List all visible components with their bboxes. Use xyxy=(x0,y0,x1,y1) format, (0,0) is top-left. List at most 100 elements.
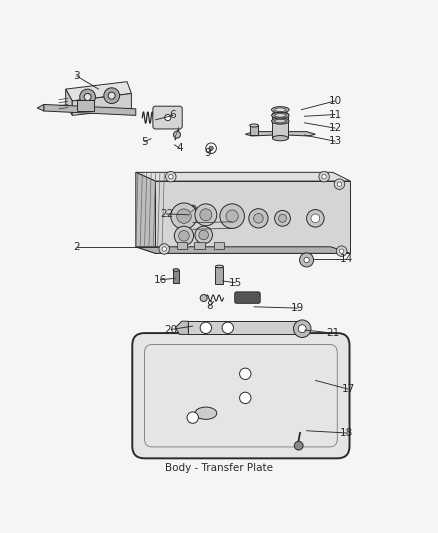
Circle shape xyxy=(249,209,268,228)
Circle shape xyxy=(220,204,244,229)
Circle shape xyxy=(300,253,314,267)
Circle shape xyxy=(173,131,180,138)
Ellipse shape xyxy=(272,107,289,113)
Circle shape xyxy=(171,203,197,229)
Ellipse shape xyxy=(275,108,286,111)
Circle shape xyxy=(199,230,208,240)
Text: 17: 17 xyxy=(342,384,355,394)
Text: 13: 13 xyxy=(328,136,342,146)
Text: 15: 15 xyxy=(229,278,242,288)
Circle shape xyxy=(174,226,194,246)
Ellipse shape xyxy=(250,124,258,127)
Circle shape xyxy=(226,210,238,222)
Circle shape xyxy=(307,209,324,227)
Ellipse shape xyxy=(173,269,179,271)
Text: 18: 18 xyxy=(339,428,353,438)
Circle shape xyxy=(80,89,95,105)
Circle shape xyxy=(339,249,344,253)
Ellipse shape xyxy=(275,119,286,123)
Circle shape xyxy=(159,244,170,254)
Circle shape xyxy=(304,257,309,263)
Text: 21: 21 xyxy=(326,328,339,338)
Polygon shape xyxy=(136,172,155,253)
Circle shape xyxy=(177,209,191,223)
Polygon shape xyxy=(66,89,72,115)
Circle shape xyxy=(209,146,213,150)
Circle shape xyxy=(322,174,326,179)
Bar xyxy=(272,114,288,138)
Ellipse shape xyxy=(272,111,288,117)
Circle shape xyxy=(200,209,212,221)
Bar xyxy=(250,125,258,135)
Text: Body - Transfer Plate: Body - Transfer Plate xyxy=(165,463,273,473)
Text: 5: 5 xyxy=(141,136,148,147)
Text: 3: 3 xyxy=(73,71,80,81)
Polygon shape xyxy=(155,181,350,253)
Circle shape xyxy=(336,246,347,256)
FancyBboxPatch shape xyxy=(235,292,260,303)
Circle shape xyxy=(240,368,251,379)
Circle shape xyxy=(169,174,173,179)
Circle shape xyxy=(200,322,212,334)
Circle shape xyxy=(165,115,171,120)
Text: 19: 19 xyxy=(291,303,304,313)
Ellipse shape xyxy=(215,265,223,268)
Circle shape xyxy=(337,182,342,187)
Polygon shape xyxy=(44,104,136,115)
Ellipse shape xyxy=(272,118,289,124)
Text: 11: 11 xyxy=(328,109,342,119)
Polygon shape xyxy=(175,321,188,334)
Circle shape xyxy=(311,214,320,223)
Text: 20: 20 xyxy=(164,325,177,335)
Bar xyxy=(215,266,223,284)
Bar xyxy=(177,242,187,249)
Circle shape xyxy=(254,214,263,223)
Circle shape xyxy=(179,231,189,241)
Text: 6: 6 xyxy=(170,110,177,120)
Circle shape xyxy=(293,320,311,337)
Polygon shape xyxy=(188,321,307,334)
Circle shape xyxy=(206,143,216,154)
FancyBboxPatch shape xyxy=(153,106,182,129)
Text: 12: 12 xyxy=(328,123,342,133)
Circle shape xyxy=(195,204,217,226)
Circle shape xyxy=(84,93,91,101)
Circle shape xyxy=(189,205,196,212)
Text: 2: 2 xyxy=(73,242,80,252)
Polygon shape xyxy=(136,247,350,253)
Text: 14: 14 xyxy=(339,254,353,264)
Polygon shape xyxy=(72,93,131,115)
Ellipse shape xyxy=(272,112,289,118)
Circle shape xyxy=(222,322,233,334)
Text: 10: 10 xyxy=(328,96,342,106)
Circle shape xyxy=(195,226,212,244)
Circle shape xyxy=(279,214,286,222)
Circle shape xyxy=(319,172,329,182)
Ellipse shape xyxy=(275,114,286,117)
Circle shape xyxy=(108,92,115,99)
Text: 9: 9 xyxy=(205,148,212,158)
Circle shape xyxy=(200,295,207,302)
Text: 4: 4 xyxy=(176,143,183,154)
Ellipse shape xyxy=(272,135,288,141)
FancyBboxPatch shape xyxy=(132,333,350,458)
Circle shape xyxy=(187,412,198,423)
Circle shape xyxy=(298,325,306,333)
Polygon shape xyxy=(66,82,131,101)
Bar xyxy=(214,242,224,249)
Polygon shape xyxy=(245,132,272,136)
Bar xyxy=(77,100,94,111)
Circle shape xyxy=(294,441,303,450)
Polygon shape xyxy=(136,172,350,181)
Circle shape xyxy=(166,172,176,182)
Circle shape xyxy=(334,179,345,189)
Text: 8: 8 xyxy=(206,301,213,311)
Polygon shape xyxy=(288,132,315,136)
Circle shape xyxy=(240,392,251,403)
Bar xyxy=(173,270,179,283)
Polygon shape xyxy=(37,104,44,111)
Bar xyxy=(194,242,205,249)
Circle shape xyxy=(104,88,120,103)
Text: 16: 16 xyxy=(154,274,167,285)
Circle shape xyxy=(162,247,166,251)
